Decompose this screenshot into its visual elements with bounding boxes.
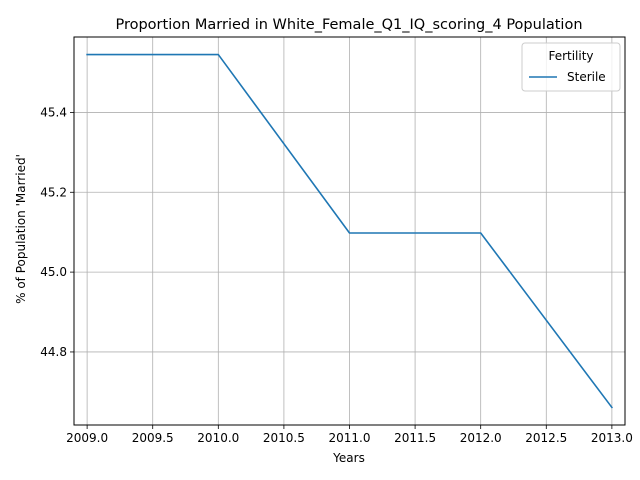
- x-tick-label: 2010.0: [197, 431, 239, 445]
- legend-title: Fertility: [548, 49, 593, 63]
- x-tick-label: 2011.0: [329, 431, 371, 445]
- y-axis-label: % of Population 'Married': [14, 154, 28, 304]
- x-tick-label: 2010.5: [263, 431, 305, 445]
- legend-box: [521, 42, 621, 92]
- x-tick-label: 2012.0: [460, 431, 502, 445]
- series-layer: [86, 53, 614, 409]
- y-tick-label: 45.0: [40, 265, 67, 279]
- y-tick-label: 44.8: [40, 345, 67, 359]
- x-axis-label: Years: [332, 451, 365, 465]
- axis-ticks: 2009.0 2009.5 2010.0 2010.5 2011.0 2011.5 2012…: [40, 105, 633, 445]
- x-tick-label: 2009.0: [66, 431, 108, 445]
- x-tick-label: 2012.5: [525, 431, 567, 445]
- grid: [74, 37, 625, 425]
- legend-label-sterile: Sterile: [567, 70, 606, 84]
- y-tick-label: 45.4: [40, 105, 67, 119]
- legend: Fertility Sterile: [521, 42, 621, 92]
- y-tick-label: 45.2: [40, 185, 67, 199]
- x-tick-label: 2011.5: [394, 431, 436, 445]
- x-tick-label: 2009.5: [132, 431, 174, 445]
- x-tick-label: 2013.0: [591, 431, 633, 445]
- chart-title: Proportion Married in White_Female_Q1_IQ…: [115, 17, 582, 33]
